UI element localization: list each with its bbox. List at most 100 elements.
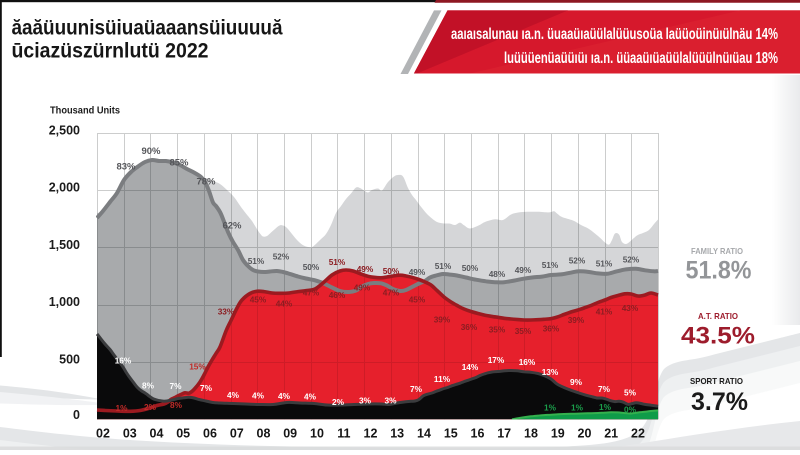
svg-text:21: 21 (604, 427, 618, 441)
svg-text:4%: 4% (252, 391, 265, 401)
svg-text:62%: 62% (222, 220, 242, 231)
svg-text:7%: 7% (200, 383, 213, 393)
svg-text:1%: 1% (599, 402, 612, 412)
svg-text:ăaăüuunisüiuaüaaansüiuuuuă: ăaăüuunisüiuaüaaansüiuuuuă (12, 16, 284, 40)
svg-text:36%: 36% (543, 324, 560, 334)
svg-text:2,000: 2,000 (49, 181, 80, 195)
svg-text:14: 14 (417, 427, 431, 441)
svg-text:45%: 45% (250, 295, 267, 305)
svg-text:13: 13 (390, 427, 404, 441)
svg-text:08: 08 (257, 427, 271, 441)
svg-text:49%: 49% (354, 283, 371, 293)
svg-text:9%: 9% (570, 377, 583, 387)
svg-text:A.T. RATIO: A.T. RATIO (698, 311, 738, 321)
svg-text:3%: 3% (385, 396, 398, 406)
svg-text:39%: 39% (434, 315, 451, 325)
svg-text:7%: 7% (598, 384, 611, 394)
svg-text:85%: 85% (169, 157, 189, 168)
svg-text:43%: 43% (622, 303, 639, 313)
svg-text:1%: 1% (544, 403, 557, 413)
svg-text:4%: 4% (278, 391, 291, 401)
svg-text:35%: 35% (515, 326, 532, 336)
svg-text:FAMILY RATIO: FAMILY RATIO (691, 246, 743, 256)
svg-text:aaıaısalunau ıa.n. üuaaüıaüüla: aaıaısalunau ıa.n. üuaaüıaüülalüüusoüa l… (451, 26, 778, 43)
svg-text:5%: 5% (624, 388, 637, 398)
svg-text:52%: 52% (569, 256, 586, 266)
svg-text:49%: 49% (409, 267, 426, 277)
svg-text:49%: 49% (515, 265, 532, 275)
svg-text:3.7%: 3.7% (691, 388, 748, 416)
svg-text:78%: 78% (196, 176, 216, 187)
svg-text:51%: 51% (596, 259, 613, 269)
svg-text:51%: 51% (542, 260, 559, 270)
svg-text:44%: 44% (276, 299, 293, 309)
svg-text:3%: 3% (359, 396, 372, 406)
svg-text:03: 03 (123, 427, 137, 441)
svg-text:1,500: 1,500 (49, 238, 80, 252)
svg-text:39%: 39% (568, 315, 585, 325)
svg-text:11: 11 (337, 427, 350, 441)
svg-text:0: 0 (73, 408, 80, 422)
svg-text:50%: 50% (462, 263, 479, 273)
svg-text:48%: 48% (489, 269, 506, 279)
svg-text:19: 19 (551, 427, 565, 441)
svg-text:20: 20 (578, 427, 592, 441)
svg-text:33%: 33% (218, 307, 235, 317)
svg-text:22: 22 (631, 427, 645, 441)
svg-text:0%: 0% (624, 405, 637, 415)
svg-text:52%: 52% (623, 255, 640, 265)
svg-text:47%: 47% (303, 288, 320, 298)
svg-text:12: 12 (364, 427, 378, 441)
svg-text:07: 07 (230, 427, 244, 441)
svg-text:17: 17 (497, 427, 511, 441)
svg-text:Thousand Units: Thousand Units (50, 106, 120, 117)
svg-text:50%: 50% (383, 266, 400, 276)
svg-text:1%: 1% (116, 403, 129, 413)
svg-text:50%: 50% (303, 262, 320, 272)
svg-text:47%: 47% (383, 288, 400, 298)
svg-text:4%: 4% (304, 392, 317, 402)
svg-text:1%: 1% (571, 403, 584, 413)
svg-text:16%: 16% (519, 357, 536, 367)
svg-text:52%: 52% (273, 252, 290, 262)
svg-text:4%: 4% (227, 390, 240, 400)
svg-text:06: 06 (203, 427, 217, 441)
svg-text:8%: 8% (142, 381, 155, 391)
svg-text:45%: 45% (409, 295, 426, 305)
svg-text:09: 09 (283, 427, 297, 441)
svg-text:51%: 51% (329, 257, 346, 267)
svg-text:16: 16 (471, 427, 485, 441)
svg-text:51.8%: 51.8% (686, 257, 752, 285)
svg-text:15%: 15% (189, 362, 206, 372)
svg-text:51%: 51% (435, 261, 452, 271)
svg-text:43.5%: 43.5% (681, 323, 755, 350)
svg-text:18: 18 (524, 427, 538, 441)
svg-text:04: 04 (150, 427, 164, 441)
svg-text:41%: 41% (596, 307, 613, 317)
svg-text:luüüüenüaüüıüı ıa.n. üüaaüıüaü: luüüüenüaüüıüı ıa.n. üüaaüıüaüülalüüülnü… (504, 50, 778, 67)
svg-text:46%: 46% (329, 290, 346, 300)
svg-text:49%: 49% (357, 264, 374, 274)
svg-text:51%: 51% (248, 256, 265, 266)
svg-text:16%: 16% (115, 356, 132, 366)
svg-text:05: 05 (176, 427, 190, 441)
svg-text:SPORT RATIO: SPORT RATIO (690, 376, 743, 386)
svg-text:36%: 36% (461, 322, 478, 332)
svg-text:2%: 2% (332, 397, 345, 407)
svg-text:02: 02 (96, 427, 110, 441)
svg-text:7%: 7% (170, 381, 183, 391)
svg-text:17%: 17% (488, 355, 505, 365)
svg-text:7%: 7% (410, 384, 423, 394)
svg-text:2%: 2% (144, 402, 157, 412)
svg-text:35%: 35% (489, 325, 506, 335)
svg-text:8%: 8% (170, 400, 183, 410)
svg-text:11%: 11% (434, 374, 451, 384)
svg-text:2,500: 2,500 (49, 124, 80, 138)
svg-text:90%: 90% (141, 146, 161, 157)
svg-text:14%: 14% (462, 362, 479, 372)
svg-text:15: 15 (444, 427, 458, 441)
svg-text:1,000: 1,000 (49, 295, 80, 309)
svg-text:ūciazüszürnlutü 2022: ūciazüszürnlutü 2022 (12, 39, 209, 63)
svg-text:10: 10 (310, 427, 324, 441)
svg-text:500: 500 (59, 352, 80, 366)
